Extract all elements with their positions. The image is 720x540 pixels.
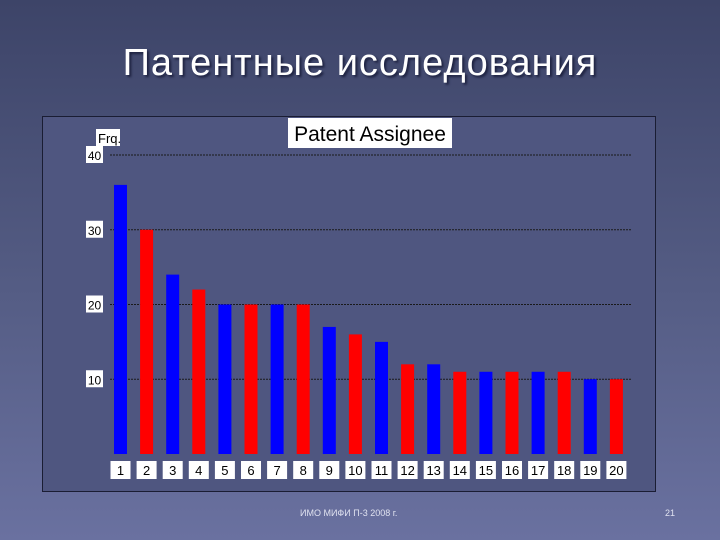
x-tick-label-13: 13: [426, 463, 440, 478]
x-tick-label-bg: [214, 461, 235, 479]
y-tick-label-bg: [86, 146, 103, 163]
bar-7: [270, 304, 284, 454]
x-tick-label-bg: [136, 461, 157, 479]
x-tick-label-bg: [110, 461, 131, 479]
x-tick-label-bg: [528, 461, 549, 479]
x-tick-label-bg: [423, 461, 444, 479]
x-tick-label-bg: [162, 461, 183, 479]
x-tick-label-8: 8: [300, 463, 307, 478]
y-tick-label: 40: [88, 149, 102, 163]
x-tick-label-9: 9: [326, 463, 333, 478]
x-tick-label-bg: [241, 461, 261, 479]
x-tick-label-5: 5: [221, 463, 228, 478]
x-tick-label-14: 14: [453, 463, 467, 478]
bars: [114, 184, 623, 454]
bar-12: [401, 364, 415, 454]
x-tick-label-bg: [502, 461, 522, 479]
y-axis-label: Frq.: [98, 131, 121, 146]
x-tick-label-11: 11: [375, 463, 389, 478]
slide-title: Патентные исследования: [122, 42, 598, 84]
x-tick-label-bg: [267, 461, 288, 479]
x-tick-label-bg: [475, 461, 496, 479]
x-tick-label-17: 17: [531, 463, 545, 478]
bar-15: [479, 371, 493, 454]
x-tick-label-bg: [397, 461, 418, 479]
bar-14: [453, 371, 467, 454]
x-tick-label-bg: [554, 461, 575, 479]
x-tick-label-bg: [188, 461, 209, 479]
chart-title: Patent Assignee: [294, 123, 446, 146]
bar-17: [531, 371, 545, 454]
bar-3: [166, 274, 180, 454]
x-tick-label-4: 4: [195, 463, 202, 478]
bar-18: [557, 371, 571, 454]
bar-19: [583, 379, 597, 454]
x-tick-label-10: 10: [348, 463, 362, 478]
x-tick-label-2: 2: [143, 463, 150, 478]
chart-title-box: Patent Assignee: [288, 118, 452, 148]
y-tick-label: 30: [88, 224, 102, 238]
x-tick-label-7: 7: [273, 463, 280, 478]
x-tick-label-bg: [345, 461, 366, 479]
bar-2: [140, 229, 154, 454]
x-tick-label-bg: [580, 461, 601, 479]
bar-16: [505, 371, 519, 454]
page-number: 21: [665, 508, 676, 518]
x-tick-label-bg: [371, 461, 392, 479]
x-tick-label-18: 18: [557, 463, 571, 478]
x-tick-label-6: 6: [247, 463, 254, 478]
y-tick-label-bg: [86, 220, 103, 238]
x-tick-label-bg: [449, 461, 470, 479]
bar-1: [114, 184, 127, 454]
bar-20: [609, 379, 623, 454]
y-tick-label: 20: [88, 299, 102, 313]
bar-4: [192, 289, 206, 454]
bar-6: [244, 304, 258, 454]
gridlines: [110, 154, 632, 380]
bar-13: [427, 364, 441, 454]
x-tick-label-bg: [606, 461, 627, 479]
bar-5: [218, 304, 232, 454]
x-tick-label-16: 16: [505, 463, 519, 478]
y-tick-label-bg: [86, 295, 103, 313]
y-tick-labels: 10 20 30 40: [86, 146, 103, 388]
bar-10: [348, 334, 362, 454]
x-tick-label-bg: [293, 461, 314, 479]
bar-11: [375, 341, 388, 454]
x-tick-label-20: 20: [609, 463, 623, 478]
x-tick-label-bg: [319, 461, 340, 479]
x-tick-label-3: 3: [169, 463, 176, 478]
bar-9: [322, 326, 336, 454]
y-axis-label-box: Frq.: [96, 129, 121, 146]
footer-text: ИМО МИФИ П-3 2008 г.: [300, 508, 398, 518]
y-tick-label: 10: [88, 373, 102, 387]
y-tick-label-bg: [86, 370, 103, 388]
x-tick-label-1: 1: [117, 463, 124, 478]
x-tick-label-15: 15: [479, 463, 493, 478]
x-tick-label-12: 12: [400, 463, 414, 478]
x-tick-label-19: 19: [583, 463, 597, 478]
x-tick-labels: 1 2 3 4 5 6 7 8 9 10 11 12 13 14 15 16 17 18 19 20: [110, 461, 627, 479]
bar-8: [296, 304, 310, 454]
